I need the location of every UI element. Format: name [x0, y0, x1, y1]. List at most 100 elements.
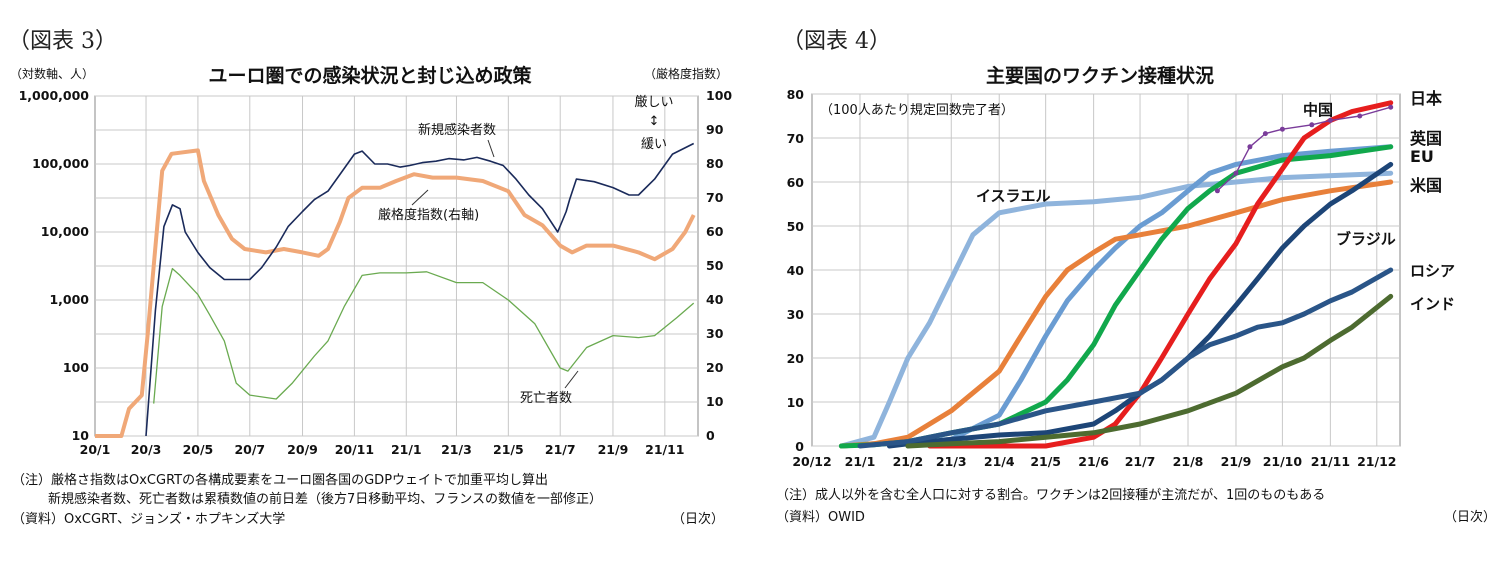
right-series-label-2: 米国	[1410, 176, 1442, 195]
right-series-label-1: 英国	[1409, 129, 1442, 148]
left-note-2: 新規感染者数、死亡者数は累積数値の前日差（後方7日移動平均、フランスの数値を一部…	[48, 491, 602, 507]
right-series-line-7	[857, 267, 1394, 449]
right-y-tick-label: 60	[787, 175, 805, 190]
left-figure-label: （図表 3）	[8, 29, 117, 54]
right-series-point-5	[1327, 117, 1333, 123]
annotation-stringency: 厳格度指数(右軸)	[378, 207, 479, 223]
right-chart-title: 主要国のワクチン接種状況	[986, 64, 1214, 87]
annotation-deaths: 死亡者数	[520, 391, 572, 406]
right-series-label-3: EU	[1410, 147, 1434, 166]
right-x-tick-label: 21/2	[893, 454, 924, 469]
annotation-arrow: ↕	[649, 114, 660, 129]
right-series-label-0: イスラエル	[976, 187, 1051, 205]
left-x-tick-label: 20/11	[335, 442, 374, 457]
right-ylabel: （厳格度指数）	[644, 66, 728, 81]
right-y-tick-label: 20	[787, 351, 805, 366]
right-series-point-5	[1309, 122, 1315, 128]
right-note-1: （注）成人以外を含む全人口に対する割合。ワクチンは2回接種が主流だが、1回のもの…	[776, 487, 1325, 503]
right-y-tick-label: 90	[706, 122, 724, 137]
left-y-tick-label: 1,000,000	[19, 88, 90, 103]
left-source: （資料）OxCGRT、ジョンズ・ホプキンズ大学	[12, 511, 285, 527]
right-series-label-8: インド	[1410, 295, 1455, 313]
right-x-tick-label: 21/10	[1263, 454, 1303, 469]
annotation-loose: 緩い	[641, 137, 667, 152]
annotation-strict: 厳しい	[634, 95, 673, 110]
right-x-tick-label: 21/9	[1221, 454, 1252, 469]
left-x-tick-label: 20/9	[287, 442, 318, 457]
right-x-tick-label: 21/5	[1030, 454, 1061, 469]
left-y-tick-label: 10,000	[41, 224, 90, 239]
right-x-tick-label: 21/4	[984, 454, 1015, 469]
right-figure-label: （図表 4）	[782, 29, 891, 54]
right-y-tick-label: 80	[706, 156, 724, 171]
right-x-tick-label: 21/1	[845, 454, 876, 469]
right-series-point-5	[1357, 113, 1363, 119]
annotation-stringency-pointer	[411, 189, 429, 206]
left-series-line-0	[145, 142, 695, 437]
right-x-tick-label: 21/7	[1125, 454, 1156, 469]
left-series-line-2	[153, 267, 695, 404]
right-series-label-4: 日本	[1410, 89, 1442, 108]
left-ylabel: （対数軸、人）	[10, 66, 94, 81]
right-y-tick-label: 70	[706, 190, 724, 205]
right-y-tick-label: 100	[706, 88, 732, 103]
left-x-tick-label: 21/9	[598, 442, 629, 457]
right-chart: 主要国のワクチン接種状況 80 70 60 50 40 30 20 10 0 20/12 21/1…	[776, 64, 1496, 525]
right-chart-subtitle: （100人あたり規定回数完了者）	[820, 103, 1014, 118]
left-x-tick-label: 21/7	[545, 442, 576, 457]
left-chart: ユーロ圏での感染状況と封じ込め政策 （対数軸、人） （厳格度指数） 1,000,…	[10, 64, 732, 527]
left-x-tick-label: 21/3	[441, 442, 472, 457]
left-y-tick-label: 100,000	[32, 156, 89, 171]
left-x-tick-label: 21/1	[391, 442, 422, 457]
right-y-tick-label: 40	[787, 263, 805, 278]
right-y-tick-label: 30	[706, 326, 724, 341]
left-note-1: （注）厳格さ指数はOxCGRTの各構成要素をユーロ圏各国のGDPウェイトで加重平…	[12, 472, 548, 488]
right-y-tick-label: 60	[706, 224, 724, 239]
right-series-point-5	[1247, 144, 1253, 150]
left-x-tick-label: 20/3	[131, 442, 162, 457]
left-x-tick-label: 20/1	[80, 442, 111, 457]
right-y-tick-label: 70	[787, 131, 805, 146]
right-series-label-6: ブラジル	[1336, 230, 1396, 248]
right-series-point-5	[1279, 126, 1285, 132]
right-source: （資料）OWID	[776, 510, 865, 525]
right-y-tick-label: 10	[706, 394, 724, 409]
left-series-line-1	[95, 148, 696, 438]
right-x-tick-label: 21/8	[1173, 454, 1204, 469]
right-x-tick-label: 20/12	[792, 454, 831, 469]
right-series-label-5: 中国	[1303, 101, 1333, 119]
annotation-cases-pointer	[487, 139, 495, 158]
right-x-tick-label: 21/3	[936, 454, 967, 469]
right-series-point-5	[1388, 104, 1394, 110]
right-y-tick-label: 40	[706, 292, 724, 307]
right-xlabel: （日次）	[1444, 509, 1496, 525]
left-xlabel: （日次）	[672, 511, 724, 527]
right-series-line-8	[905, 293, 1394, 449]
right-y-tick-label: 0	[795, 439, 804, 454]
left-x-tick-label: 21/11	[645, 442, 684, 457]
annotation-deaths-pointer	[564, 370, 579, 389]
left-y-tick-label: 10	[72, 428, 90, 443]
left-x-tick-label: 20/7	[234, 442, 265, 457]
left-chart-title: ユーロ圏での感染状況と封じ込め政策	[208, 64, 532, 87]
right-series-point-5	[1214, 188, 1220, 194]
right-y-tick-label: 80	[787, 87, 805, 102]
right-y-tick-label: 10	[787, 395, 805, 410]
right-series-point-5	[1233, 170, 1239, 176]
right-y-tick-label: 50	[787, 219, 805, 234]
left-y-tick-label: 100	[63, 360, 89, 375]
right-y-tick-label: 50	[706, 258, 724, 273]
right-y-tick-label: 20	[706, 360, 724, 375]
left-x-tick-label: 21/5	[493, 442, 524, 457]
annotation-cases: 新規感染者数	[418, 122, 496, 138]
right-x-tick-label: 21/11	[1311, 454, 1350, 469]
right-series-label-7: ロシア	[1410, 262, 1455, 280]
right-series-point-5	[1262, 131, 1268, 137]
right-y-tick-label: 30	[787, 307, 805, 322]
right-y-tick-label: 0	[706, 428, 715, 443]
right-x-tick-label: 21/12	[1357, 454, 1396, 469]
left-x-tick-label: 20/5	[183, 442, 214, 457]
left-y-tick-label: 1,000	[49, 292, 89, 307]
right-x-tick-label: 21/6	[1078, 454, 1109, 469]
